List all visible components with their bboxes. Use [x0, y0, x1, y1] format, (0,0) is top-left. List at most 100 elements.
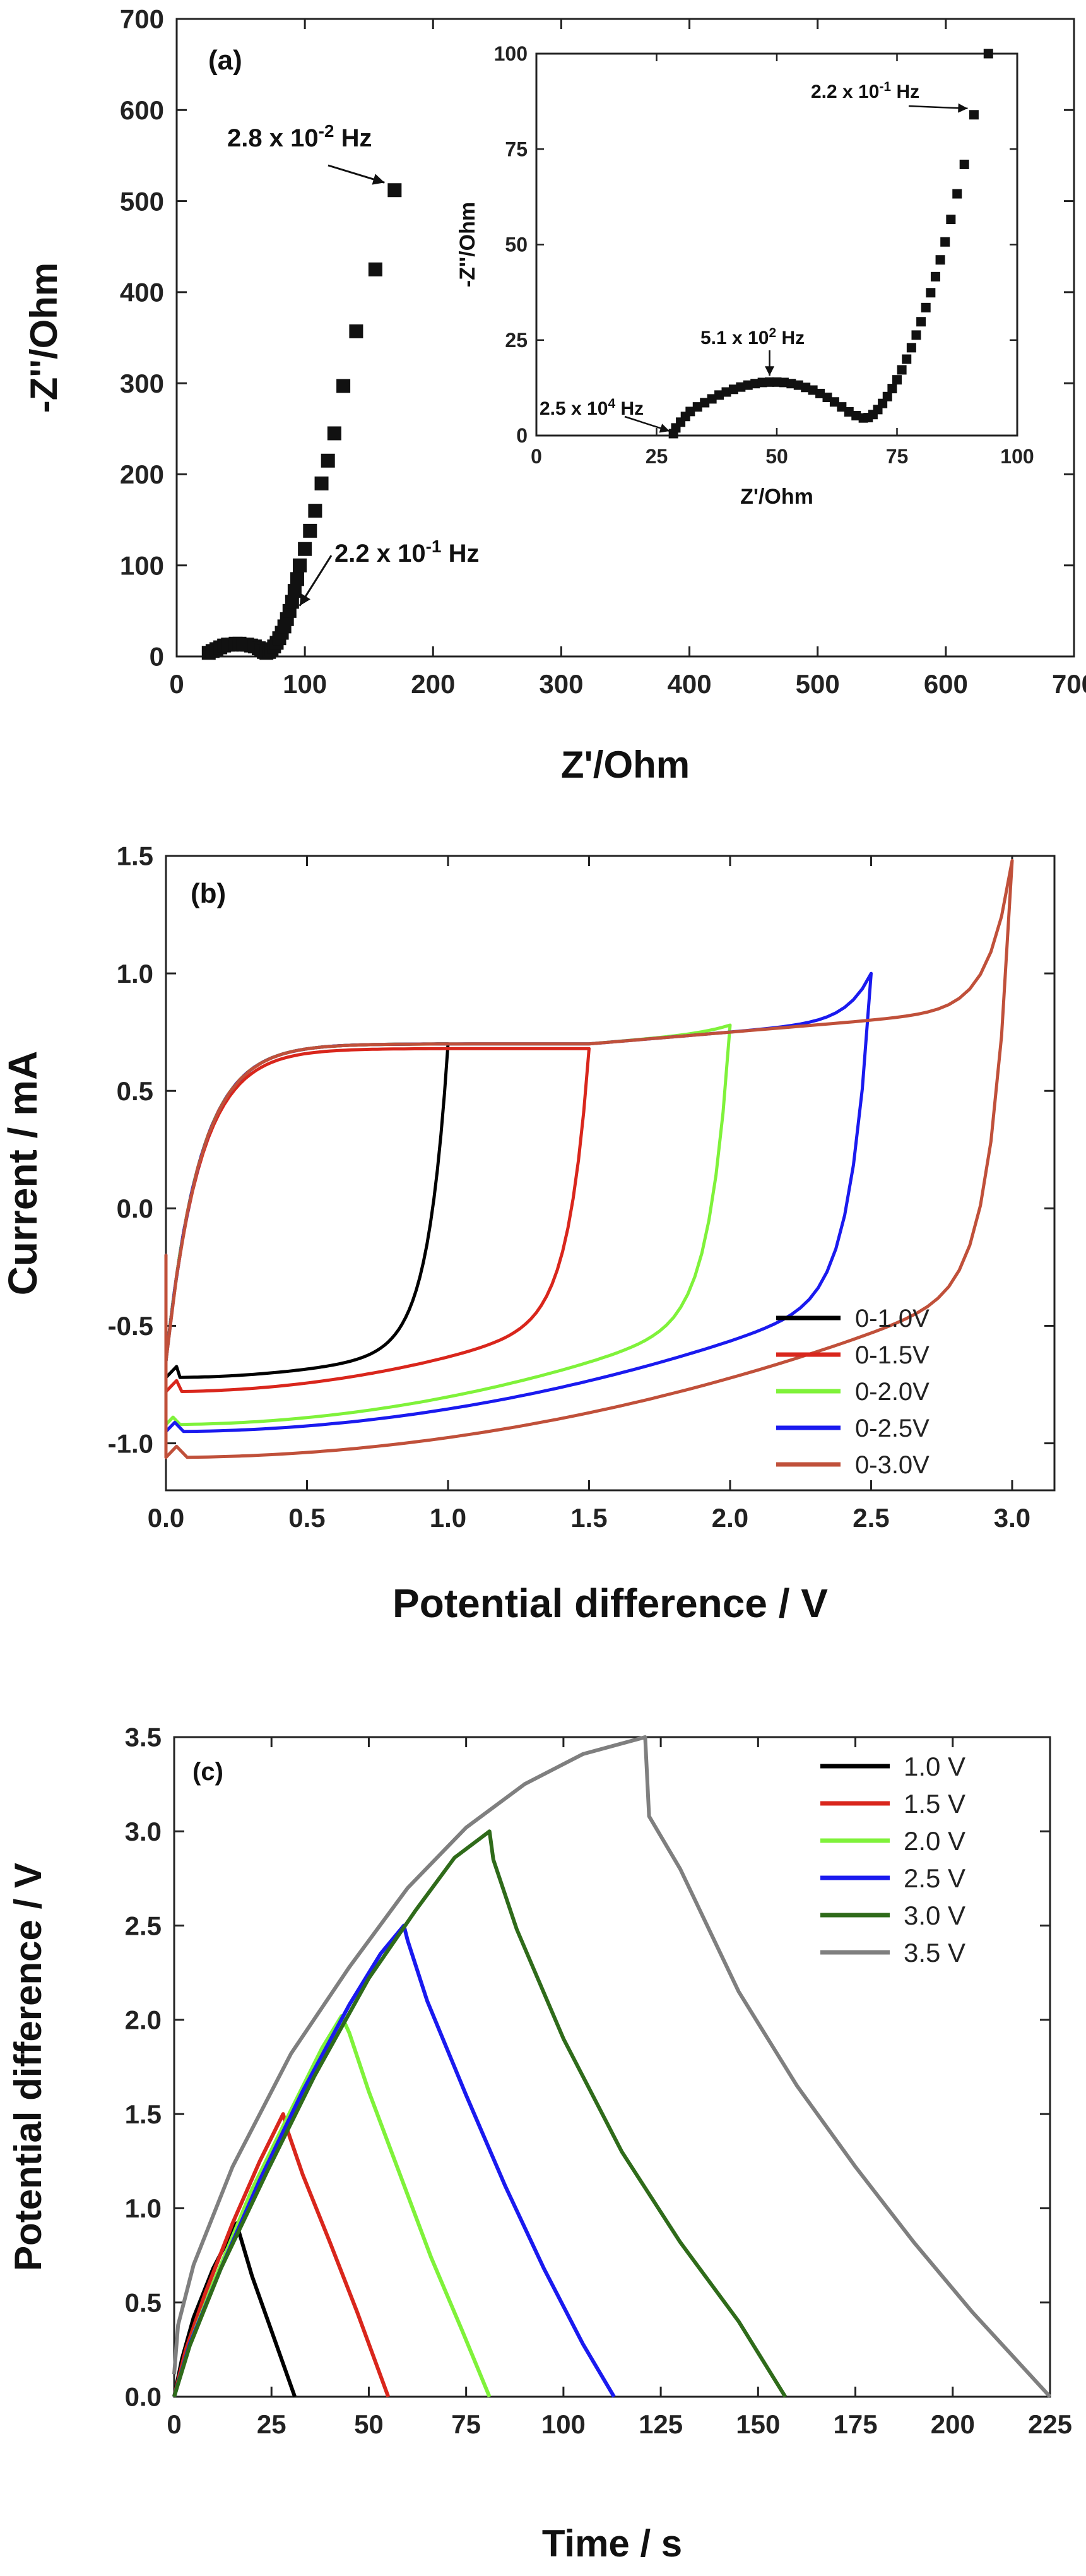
inset-x-axis-label: Z'/Ohm: [740, 485, 813, 509]
inset-data-point: [983, 49, 993, 59]
panel-a-data-point: [336, 379, 351, 393]
panel-b-y-tick-label: 1.0: [117, 959, 153, 988]
panel-c-y-tick-label: 2.0: [125, 2005, 162, 2035]
inset-data-point: [930, 271, 940, 282]
panel-b-label: (b): [191, 878, 226, 909]
panel-a-y-axis-label: -Z''/Ohm: [23, 263, 65, 413]
panel-a-data-point: [314, 476, 329, 490]
panel-b-series-0-3-0V: [164, 858, 1014, 1459]
panel-a-data-point: [368, 262, 382, 276]
panel-c-x-tick-label: 125: [639, 2409, 683, 2439]
panel-c-label: (c): [192, 1758, 223, 1786]
inset-data-point: [786, 379, 796, 389]
inset-annotation-frequency: 2.5 x 104 Hz: [540, 396, 644, 420]
panel-c-y-tick-label: 3.0: [125, 1817, 162, 1846]
inset-data-point: [801, 383, 811, 393]
panel-a-plot-frame: [175, 18, 1075, 658]
panel-b-x-tick-label: 0.5: [288, 1503, 325, 1533]
inset-x-tick-label: 25: [646, 445, 668, 468]
panel-b-x-tick-label: 0.0: [148, 1503, 184, 1533]
inset-data-point: [692, 402, 702, 412]
inset-x-tick-label: 100: [1000, 445, 1034, 468]
panel-a-data-point: [290, 572, 304, 586]
inset-y-tick-label: 25: [505, 329, 528, 352]
panel-b-legend-label: 0-3.0V: [855, 1451, 930, 1479]
panel-a-annotation-frequency: 2.8 x 10-2 Hz: [227, 121, 372, 153]
inset-y-tick-label: 50: [505, 234, 528, 256]
inset-data-point: [822, 393, 832, 402]
panel-c-y-tick-label: 0.0: [125, 2382, 162, 2412]
panel-b-x-axis-label: Potential difference / V: [392, 1581, 828, 1626]
panel-a-annotation-arrow-head: [372, 174, 385, 185]
panel-b-y-axis-label: Current / mA: [0, 1051, 45, 1296]
panel-b-legend-label: 0-2.0V: [855, 1378, 930, 1406]
panel-a-impedance-plot: 0100200300400500600700010020030040050060…: [23, 4, 1086, 786]
inset-x-tick-label: 75: [886, 445, 909, 468]
inset-x-tick-label: 50: [765, 445, 788, 468]
panel-c-x-tick-label: 200: [931, 2409, 975, 2439]
panel-b-x-tick-label: 1.0: [430, 1503, 466, 1533]
panel-c-y-axis-label: Potential difference / V: [7, 1863, 49, 2271]
panel-a-x-tick-label: 100: [283, 669, 327, 699]
panel-a-y-tick-label: 400: [120, 278, 164, 307]
panel-c-x-tick-label: 50: [354, 2409, 384, 2439]
inset-data-point: [959, 159, 969, 169]
panel-c-x-tick-label: 225: [1028, 2409, 1072, 2439]
panel-a-y-tick-label: 600: [120, 95, 164, 125]
inset-data-point: [808, 385, 818, 395]
panel-a-y-tick-label: 200: [120, 460, 164, 489]
panel-a-annotation-frequency: 2.2 x 10-1 Hz: [334, 537, 479, 568]
inset-data-point: [829, 397, 839, 407]
inset-data-point: [911, 330, 921, 340]
panel-b-cyclic-voltammetry-plot: 0.0 0.5 1.0 1.5 2.0 2.5 3.0 -1.0 -0.5 0.0 0.5 1.0 1.…: [0, 841, 1056, 1626]
panel-a-x-tick-label: 0: [169, 669, 184, 699]
panel-a-y-tick-label: 0: [150, 642, 164, 672]
inset-data-point: [882, 391, 892, 401]
inset-y-axis-label: -Z''/Ohm: [456, 202, 480, 287]
inset-data-point: [757, 377, 767, 388]
inset-data-point: [837, 402, 847, 412]
panel-c-legend-label: 1.0 V: [904, 1752, 965, 1781]
inset-data-point: [921, 302, 931, 312]
inset-data-point: [926, 288, 936, 298]
panel-c-series-1-5-V: [172, 2112, 391, 2398]
panel-c-y-tick-label: 2.5: [125, 1911, 162, 1940]
inset-data-point: [779, 377, 789, 388]
inset-x-tick-label: 0: [531, 445, 542, 468]
panel-b-y-tick-label: -0.5: [108, 1311, 153, 1341]
inset-annotation-arrow: [908, 105, 968, 110]
panel-c-legend-label: 3.5 V: [904, 1938, 965, 1968]
panel-b-y-tick-label: 0.5: [117, 1076, 153, 1106]
inset-data-point: [887, 384, 897, 394]
inset-background: [536, 54, 1017, 436]
panel-c-series-3-5-V: [172, 1735, 1052, 2399]
panel-c-y-tick-label: 1.5: [125, 2099, 162, 2129]
inset-data-point: [902, 354, 912, 364]
panel-b-legend-label: 0-1.0V: [855, 1305, 930, 1333]
inset-data-point: [707, 394, 717, 404]
inset-data-point: [940, 237, 950, 247]
inset-data-point: [815, 388, 825, 398]
panel-c-x-tick-label: 25: [257, 2409, 286, 2439]
panel-b-series-0-1-5V: [164, 1047, 591, 1394]
panel-a-data-point: [285, 595, 299, 609]
panel-b-y-tick-label: 1.5: [117, 841, 153, 871]
inset-data-point: [793, 380, 803, 390]
panel-c-legend-label: 2.5 V: [904, 1863, 965, 1893]
inset-data-point: [685, 407, 695, 417]
panel-a-data-point: [293, 558, 307, 573]
inset-data-point: [700, 398, 710, 408]
panel-b-x-tick-label: 2.5: [853, 1503, 889, 1533]
inset-data-point: [844, 407, 854, 417]
panel-c-x-tick-label: 0: [167, 2409, 181, 2439]
panel-c-x-tick-label: 75: [451, 2409, 481, 2439]
inset-data-point: [935, 255, 945, 265]
panel-c-x-axis-label: Time / s: [542, 2522, 682, 2565]
panel-a-x-tick-label: 500: [796, 669, 840, 699]
panel-a-data-point: [298, 542, 312, 556]
panel-a-y-tick-label: 100: [120, 550, 164, 580]
panel-a-x-tick-label: 600: [924, 669, 968, 699]
inset-data-point: [714, 390, 724, 400]
inset-data-point: [952, 189, 962, 199]
